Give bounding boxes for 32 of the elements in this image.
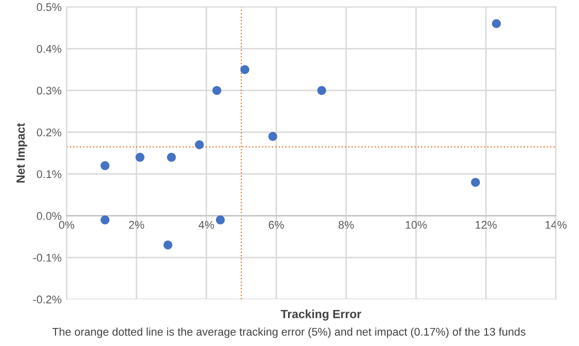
point: [166, 152, 176, 162]
point: [216, 215, 225, 224]
point: [240, 65, 250, 74]
y-tick-label: -0.1%: [33, 254, 62, 262]
y-tick-label: 0.2%: [36, 128, 62, 136]
x-tick-label: 10%: [406, 220, 427, 229]
x-tick-label: 8%: [338, 220, 354, 229]
x-tick-label: 2%: [129, 220, 144, 229]
point: [135, 152, 144, 162]
point: [100, 215, 110, 224]
x-axis-title: Tracking Error: [280, 310, 362, 321]
y-tick-label: 0.5%: [36, 3, 62, 12]
point: [470, 178, 480, 187]
x-tick-label: 0%: [58, 220, 74, 229]
point: [100, 161, 110, 170]
point: [317, 86, 326, 95]
point: [194, 140, 204, 150]
point: [212, 86, 222, 95]
point: [492, 19, 501, 28]
y-tick-label: 0.1%: [36, 170, 62, 178]
y-axis-title: Net Impact: [16, 123, 28, 182]
y-tick-label: -0.2%: [33, 296, 62, 304]
y-tick-label: 0.3%: [36, 86, 62, 95]
y-tick-label: 0.4%: [36, 44, 62, 53]
text: The orange dotted line is the average tracking error (5%) and net impact (0.17%) of the 13 funds: [52, 328, 526, 338]
x-tick-label: 12%: [476, 220, 497, 229]
x-tick-label: 14%: [546, 220, 567, 229]
x-tick-label: 4%: [198, 220, 214, 229]
y-tick-label: 0.0%: [36, 212, 62, 220]
x-tick-label: 6%: [268, 220, 284, 229]
point: [163, 240, 172, 250]
point: [268, 132, 278, 141]
